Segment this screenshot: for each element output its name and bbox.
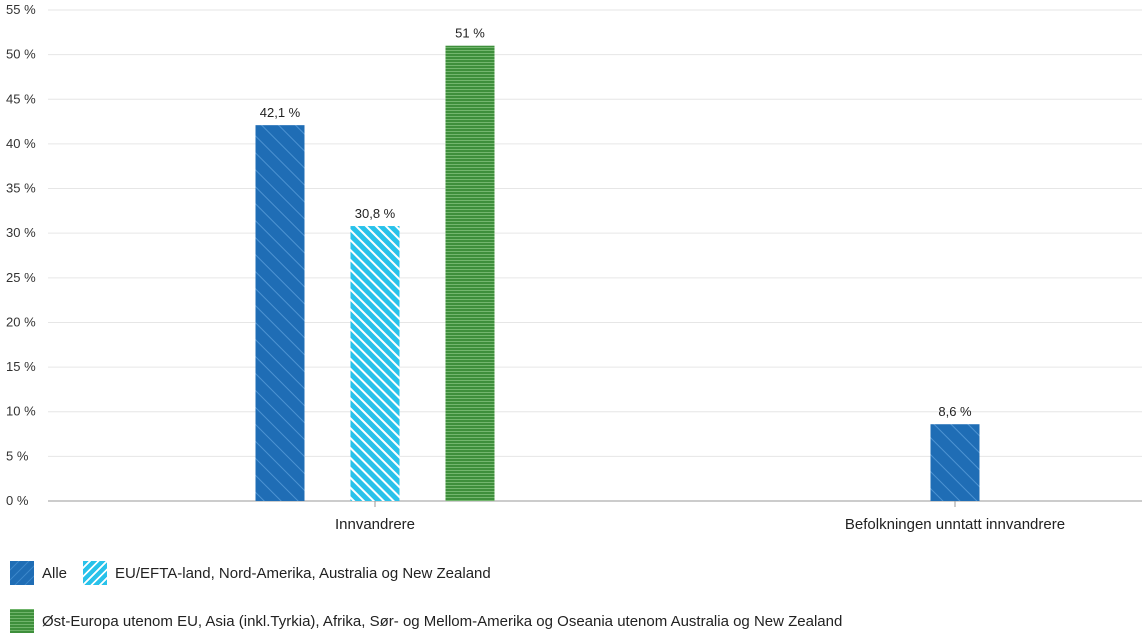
legend-row-2: Øst-Europa utenom EU, Asia (inkl.Tyrkia)… — [10, 609, 858, 633]
data-label: 42,1 % — [260, 105, 301, 120]
legend-label-alle: Alle — [42, 564, 68, 582]
y-tick-label: 15 % — [6, 359, 36, 374]
bar-innvandrere-series-0[interactable] — [255, 125, 305, 502]
bar-innvandrere-series-2[interactable] — [445, 45, 495, 501]
bars — [255, 45, 980, 502]
legend-label-ost-europa: Øst-Europa utenom EU, Asia (inkl.Tyrkia)… — [42, 612, 843, 630]
y-axis-tick-labels: 0 % 5 % 10 % 15 % 20 % 25 % 30 % 35 % 40 % 45 % 50… — [6, 2, 36, 508]
data-label: 30,8 % — [355, 206, 396, 221]
x-axis-category-labels: Innvandrere Befolkningen unntatt innvandr… — [335, 516, 1065, 533]
y-tick-label: 25 % — [6, 270, 36, 285]
bar-befolkningen-unntatt-innvandrere-series-0[interactable] — [930, 424, 980, 501]
y-tick-label: 30 % — [6, 225, 36, 240]
data-labels: 42,1 % 30,8 % 51 % 8,6 % — [260, 26, 972, 420]
y-tick-label: 55 % — [6, 2, 36, 17]
y-tick-label: 45 % — [6, 91, 36, 106]
gridlines — [48, 9, 1142, 507]
y-tick-label: 5 % — [6, 448, 29, 463]
legend-row-1: Alle EU/EFTA-land, Nord-Amerika, Austral… — [10, 561, 507, 585]
y-tick-label: 50 % — [6, 47, 36, 62]
legend-item-eu-efta[interactable]: EU/EFTA-land, Nord-Amerika, Australia og… — [83, 561, 491, 585]
data-label: 51 % — [455, 26, 485, 41]
y-tick-label: 40 % — [6, 136, 36, 151]
legend-label-eu-efta: EU/EFTA-land, Nord-Amerika, Australia og… — [115, 564, 491, 582]
legend-item-alle[interactable]: Alle — [10, 561, 67, 585]
legend-swatch-eu-efta — [83, 561, 108, 585]
x-category-label: Befolkningen unntatt innvandrere — [845, 516, 1065, 533]
y-tick-label: 0 % — [6, 493, 29, 508]
bar-innvandrere-series-1[interactable] — [350, 226, 400, 502]
x-category-label: Innvandrere — [335, 516, 415, 533]
data-label: 8,6 % — [938, 404, 972, 419]
y-tick-label: 35 % — [6, 181, 36, 196]
y-tick-label: 10 % — [6, 404, 36, 419]
y-tick-label: 20 % — [6, 314, 36, 329]
legend-swatch-alle — [10, 561, 34, 585]
legend-item-ost-europa[interactable]: Øst-Europa utenom EU, Asia (inkl.Tyrkia)… — [10, 609, 842, 633]
legend-swatch-ost-europa — [10, 609, 34, 633]
